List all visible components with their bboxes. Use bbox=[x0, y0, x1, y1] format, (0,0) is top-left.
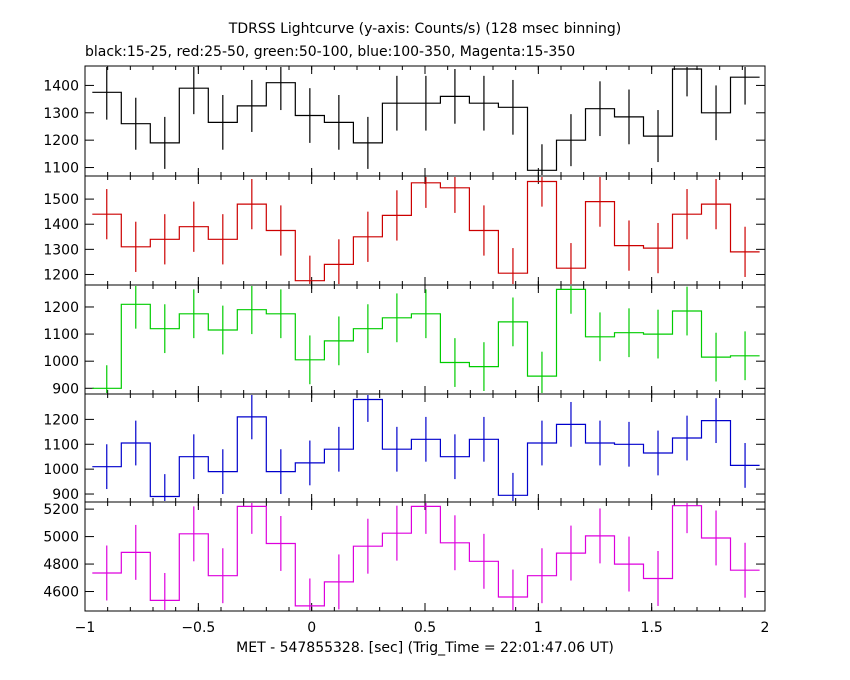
x-tick-label: 0 bbox=[307, 620, 316, 636]
y-tick-label: 1400 bbox=[43, 78, 79, 94]
y-tick-label: 5200 bbox=[43, 502, 79, 518]
x-axis-title: MET - 547855328. [sec] (Trig_Time = 22:0… bbox=[236, 640, 614, 656]
y-tick-label: 1400 bbox=[43, 217, 79, 233]
y-tick-label: 1500 bbox=[43, 192, 79, 208]
y-tick-label: 1100 bbox=[43, 327, 79, 343]
y-tick-label: 900 bbox=[52, 381, 79, 397]
y-tick-label: 4800 bbox=[43, 557, 79, 573]
y-tick-label: 1000 bbox=[43, 354, 79, 370]
x-tick-label: −0.5 bbox=[181, 620, 215, 636]
x-tick-label: 2 bbox=[761, 620, 770, 636]
x-tick-label: −1 bbox=[75, 620, 96, 636]
y-tick-label: 1300 bbox=[43, 242, 79, 258]
panel-frame bbox=[84, 393, 766, 503]
chart-title: TDRSS Lightcurve (y-axis: Counts/s) (128… bbox=[228, 21, 622, 37]
panel-frame bbox=[84, 175, 766, 286]
x-tick-label: 1 bbox=[534, 620, 543, 636]
y-tick-label: 1200 bbox=[43, 412, 79, 428]
y-tick-label: 5000 bbox=[43, 530, 79, 546]
y-tick-label: 1100 bbox=[43, 161, 79, 177]
y-tick-label: 1200 bbox=[43, 300, 79, 316]
y-tick-label: 1100 bbox=[43, 437, 79, 453]
y-tick-label: 1200 bbox=[43, 133, 79, 149]
y-tick-label: 1300 bbox=[43, 106, 79, 122]
y-tick-label: 900 bbox=[52, 487, 79, 503]
panel-frame bbox=[84, 65, 766, 177]
chart-subtitle: black:15-25, red:25-50, green:50-100, bl… bbox=[85, 44, 576, 60]
series-line-0 bbox=[92, 68, 760, 171]
y-tick-label: 1200 bbox=[43, 267, 79, 283]
x-tick-label: 1.5 bbox=[641, 620, 663, 636]
y-tick-label: 1000 bbox=[43, 462, 79, 478]
x-tick-label: 0.5 bbox=[414, 620, 436, 636]
panel-frame bbox=[84, 284, 766, 395]
panel-frame bbox=[84, 501, 766, 612]
y-tick-label: 4600 bbox=[43, 585, 79, 601]
